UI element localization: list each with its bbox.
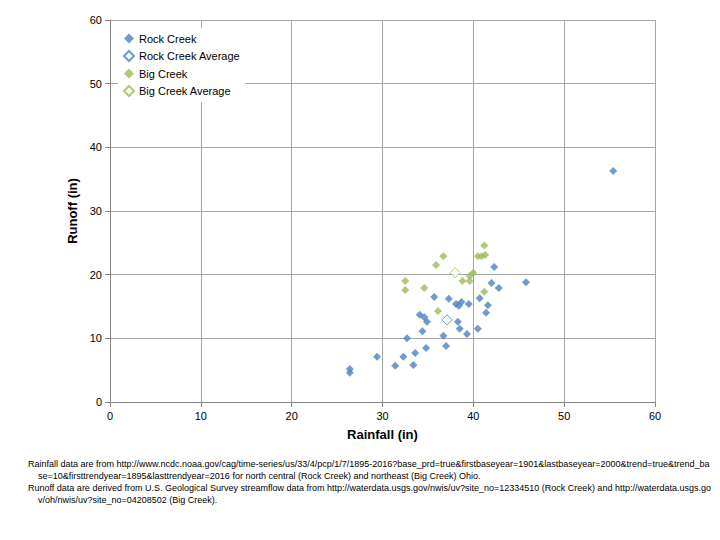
svg-text:50: 50 (558, 410, 570, 422)
svg-text:60: 60 (649, 410, 661, 422)
svg-text:30: 30 (90, 205, 102, 217)
svg-text:20: 20 (286, 410, 298, 422)
svg-text:0: 0 (107, 410, 113, 422)
svg-text:40: 40 (90, 141, 102, 153)
svg-text:10: 10 (195, 410, 207, 422)
svg-text:Rock Creek: Rock Creek (139, 33, 197, 45)
svg-text:60: 60 (90, 14, 102, 26)
svg-text:20: 20 (90, 269, 102, 281)
svg-text:10: 10 (90, 332, 102, 344)
svg-text:30: 30 (376, 410, 388, 422)
svg-text:0: 0 (96, 396, 102, 408)
svg-text:Rock Creek Average: Rock Creek Average (139, 50, 240, 62)
svg-text:50: 50 (90, 78, 102, 90)
svg-text:Rainfall (in): Rainfall (in) (347, 427, 418, 442)
svg-text:Big Creek Average: Big Creek Average (139, 85, 231, 97)
svg-text:Runoff (in): Runoff (in) (65, 178, 80, 244)
html-text:Rainfall data are from http://: Rainfall data are from http://www.ncdc.n… (28, 459, 710, 481)
svg-text:Big Creek: Big Creek (139, 68, 188, 80)
html-text:Runoff data are derived from U: Runoff data are derived from U.S. Geolog… (28, 483, 711, 505)
svg-text:40: 40 (467, 410, 479, 422)
